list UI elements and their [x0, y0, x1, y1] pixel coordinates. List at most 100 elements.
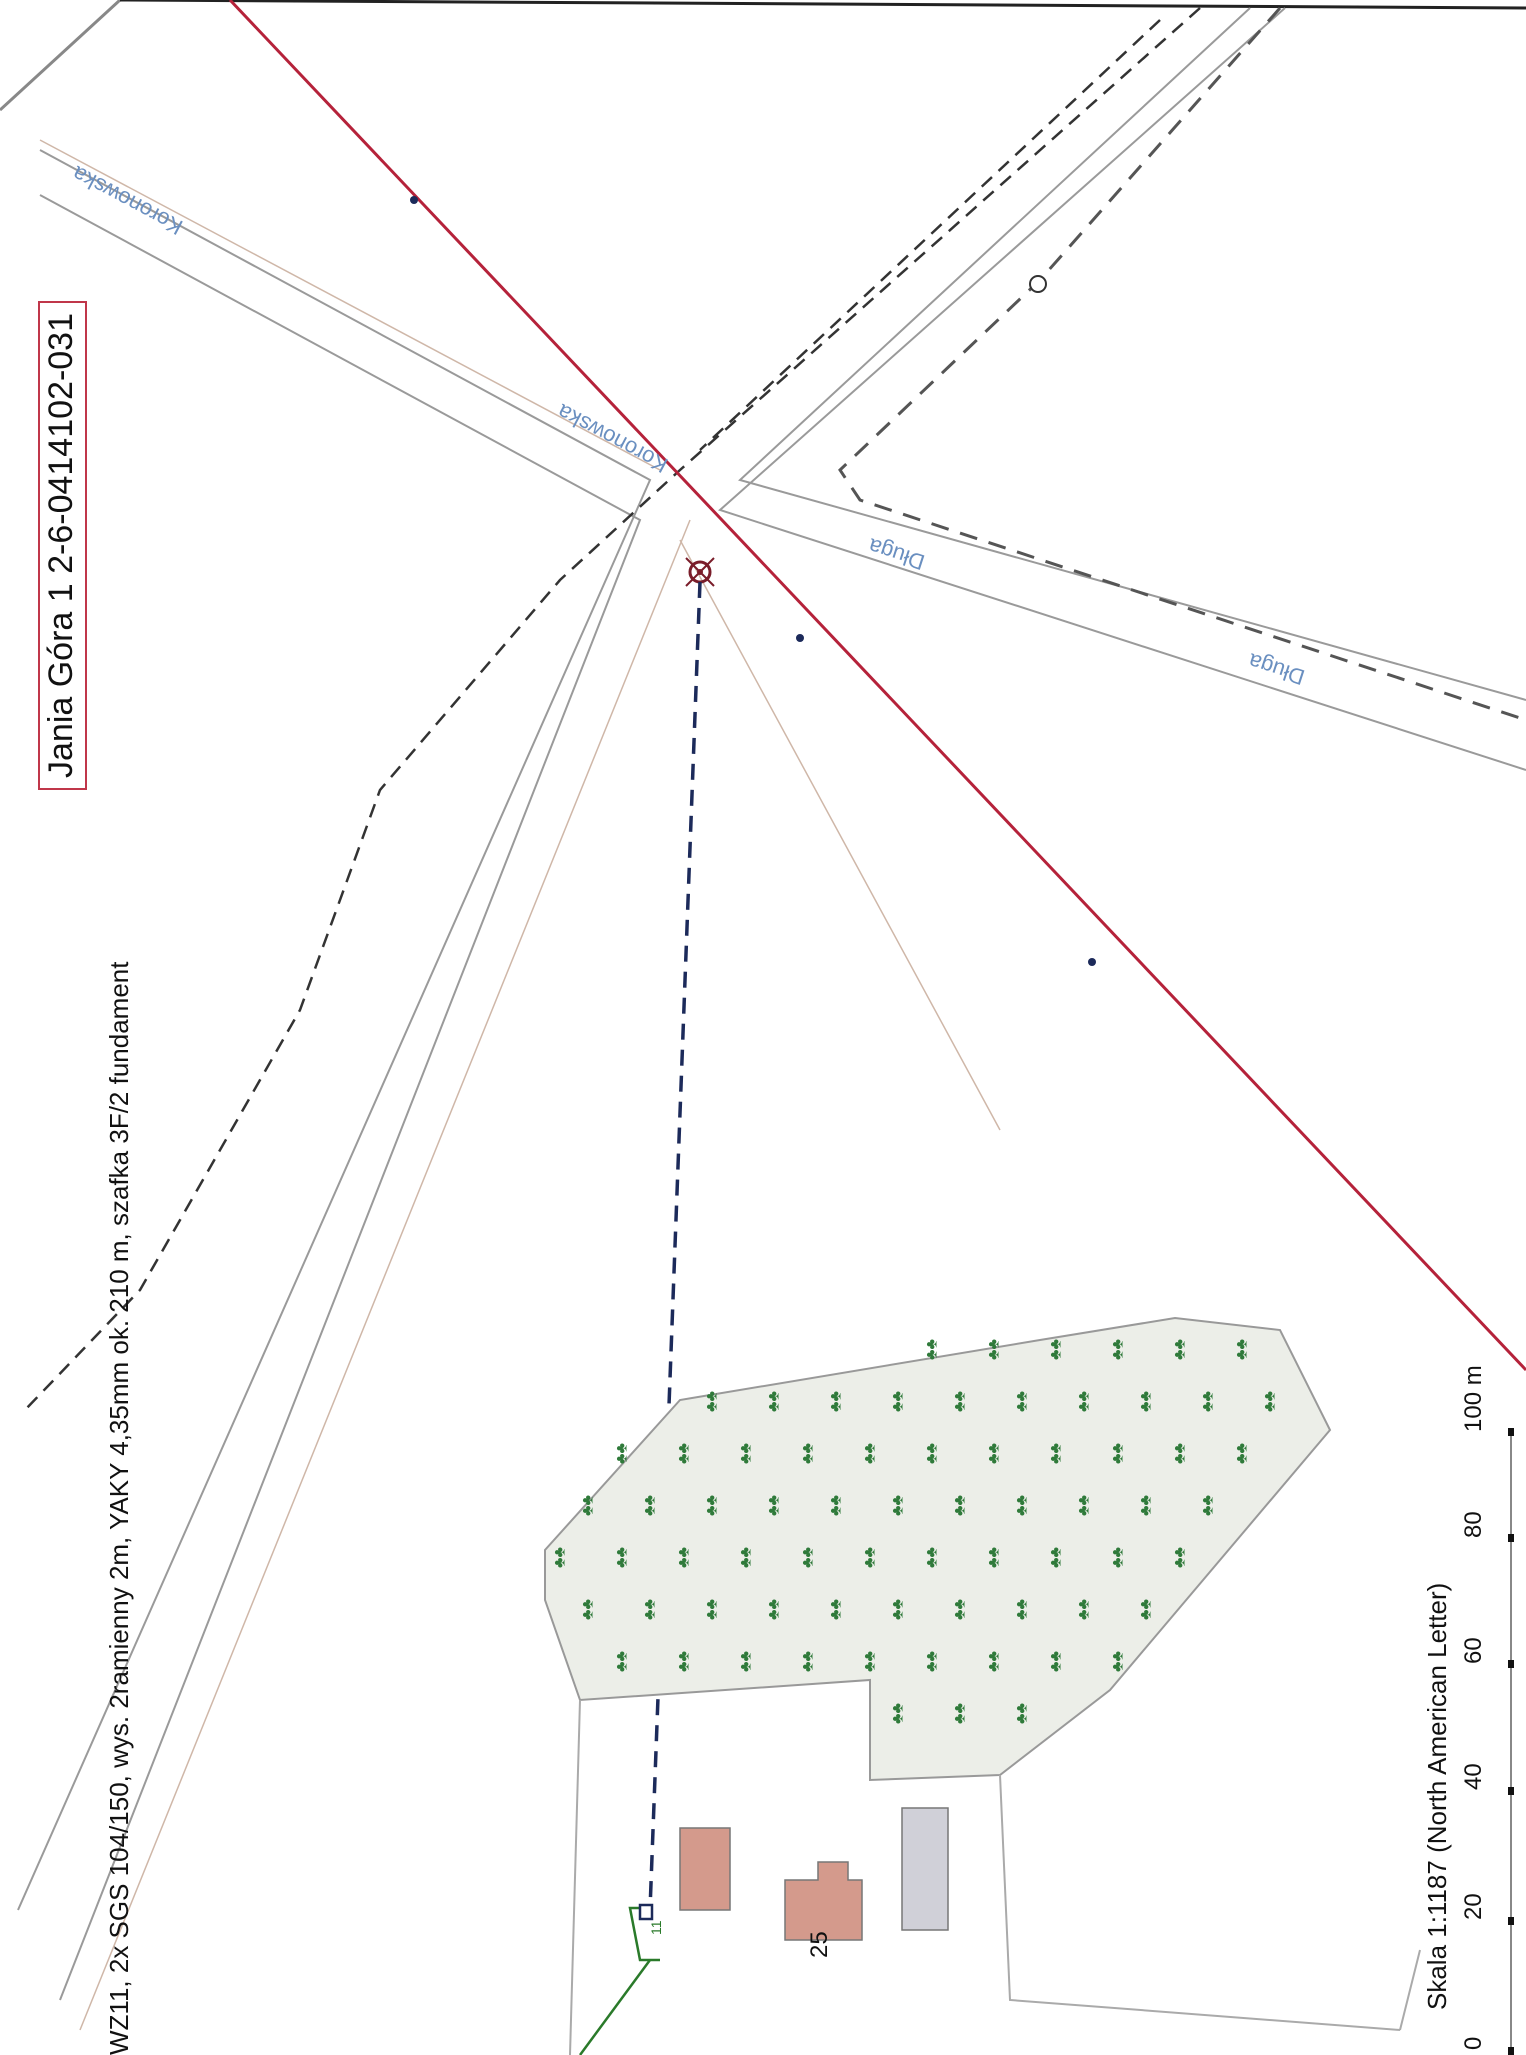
tree-icon: ♣♣ [675, 1651, 692, 1673]
tree-icon: ♣♣ [923, 1547, 940, 1569]
tree-icon: ♣♣ [1013, 1391, 1030, 1413]
tree-icon: ♣♣ [703, 1391, 720, 1413]
planned-cable [648, 581, 702, 1911]
building-shed [901, 1807, 949, 1931]
tree-icon: ♣♣ [889, 1391, 906, 1413]
tree-icon: ♣♣ [799, 1547, 816, 1569]
tree-icon: ♣♣ [1109, 1339, 1126, 1361]
tree-icon: ♣♣ [703, 1599, 720, 1621]
tree-icon: ♣♣ [889, 1495, 906, 1517]
tree-icon: ♣♣ [1013, 1495, 1030, 1517]
parcel-boundary [569, 1699, 1421, 2055]
tree-icon: ♣♣ [889, 1599, 906, 1621]
title-label: Jania Góra 1 2-6-0414102-031 [38, 301, 87, 790]
node-label: 11 [648, 1920, 664, 1935]
tree-icon: ♣♣ [985, 1339, 1002, 1361]
tree-icon: ♣♣ [1109, 1547, 1126, 1569]
tree-icon: ♣♣ [827, 1495, 844, 1517]
tree-icon: ♣♣ [1047, 1547, 1064, 1569]
tree-icon: ♣♣ [951, 1599, 968, 1621]
tree-icon: ♣♣ [923, 1443, 940, 1465]
tree-icon: ♣♣ [985, 1443, 1002, 1465]
scale-tick-100: 100 m [1460, 1365, 1487, 1432]
scale-tick-80: 80 [1460, 1511, 1487, 1538]
building-25 [784, 1861, 863, 1941]
tree-icon: ♣♣ [827, 1599, 844, 1621]
tree-icon: ♣♣ [1109, 1651, 1126, 1673]
power-line [228, 0, 1526, 1372]
building-number: 25 [806, 1931, 833, 1958]
tree-icon: ♣♣ [1199, 1391, 1216, 1413]
tree-icon: ♣♣ [675, 1443, 692, 1465]
road-koronowska [17, 139, 691, 2031]
tree-icon: ♣♣ [1137, 1599, 1154, 1621]
tree-icon: ♣♣ [1075, 1599, 1092, 1621]
tree-icon: ♣♣ [641, 1599, 658, 1621]
tree-icon: ♣♣ [613, 1443, 630, 1465]
scale-label: Skala 1:1187 (North American Letter) [1422, 1582, 1452, 2010]
tree-icon: ♣♣ [861, 1443, 878, 1465]
tree-icon: ♣♣ [951, 1703, 968, 1725]
tree-icon: ♣♣ [1075, 1391, 1092, 1413]
tree-icon: ♣♣ [923, 1339, 940, 1361]
tree-icon: ♣♣ [1171, 1547, 1188, 1569]
tree-icon: ♣♣ [737, 1547, 754, 1569]
tree-icon: ♣♣ [613, 1547, 630, 1569]
tree-icon: ♣♣ [1261, 1391, 1278, 1413]
tree-icon: ♣♣ [985, 1547, 1002, 1569]
tree-icon: ♣♣ [985, 1651, 1002, 1673]
tree-icon: ♣♣ [1233, 1443, 1250, 1465]
scale-bar [1508, 1428, 1514, 2055]
tree-icon: ♣♣ [641, 1495, 658, 1517]
tree-icon: ♣♣ [1013, 1599, 1030, 1621]
tree-icon: ♣♣ [1137, 1391, 1154, 1413]
tree-icon: ♣♣ [1199, 1495, 1216, 1517]
dashed-line-north [24, 7, 1201, 1411]
tree-icon: ♣♣ [923, 1651, 940, 1673]
tree-icon: ♣♣ [765, 1599, 782, 1621]
tree-icon: ♣♣ [675, 1547, 692, 1569]
tree-icon: ♣♣ [889, 1703, 906, 1725]
tree-icon: ♣♣ [579, 1599, 596, 1621]
road-dluga [679, 7, 1526, 1131]
pole-symbol [685, 557, 715, 587]
tree-icon: ♣♣ [799, 1651, 816, 1673]
tree-icon: ♣♣ [703, 1495, 720, 1517]
tree-icon: ♣♣ [799, 1443, 816, 1465]
tree-icon: ♣♣ [1013, 1703, 1030, 1725]
tree-icon: ♣♣ [579, 1495, 596, 1517]
tree-icon: ♣♣ [737, 1651, 754, 1673]
tree-icon: ♣♣ [951, 1391, 968, 1413]
description-label: WZ11, 2x SGS 104/150, wys. 2ramienny 2m,… [104, 961, 134, 2055]
tree-icon: ♣♣ [1171, 1443, 1188, 1465]
tree-icon: ♣♣ [765, 1495, 782, 1517]
tree-icon: ♣♣ [1075, 1495, 1092, 1517]
building-house [679, 1827, 731, 1911]
valve-marker [1029, 275, 1047, 293]
scale-tick-mark [1508, 1428, 1514, 1436]
scale-tick-60: 60 [1460, 1637, 1487, 1664]
scale-tick-20: 20 [1460, 1893, 1487, 1920]
dashed-line-east [838, 7, 1526, 722]
forest-area: ♣♣ ♣♣ ♣♣ ♣♣ ♣♣ ♣♣ ♣♣ ♣♣ ♣♣ ♣♣ ♣♣ ♣♣ ♣♣ ♣♣ ♣♣ ♣♣ ♣♣ ♣♣ ♣♣ ♣♣… [544, 1316, 1332, 1782]
page-edge [0, 0, 122, 112]
tree-icon: ♣♣ [613, 1651, 630, 1673]
tree-icon: ♣♣ [951, 1495, 968, 1517]
tree-icon: ♣♣ [861, 1547, 878, 1569]
tree-icon: ♣♣ [737, 1443, 754, 1465]
scale-tick-40: 40 [1460, 1763, 1487, 1790]
existing-link [578, 1903, 660, 2055]
tree-icon: ♣♣ [1109, 1443, 1126, 1465]
tree-icon: ♣♣ [1233, 1339, 1250, 1361]
tree-icon: ♣♣ [765, 1391, 782, 1413]
tree-icon: ♣♣ [551, 1547, 568, 1569]
tree-icon: ♣♣ [861, 1651, 878, 1673]
tree-icon: ♣♣ [1047, 1339, 1064, 1361]
tree-icon: ♣♣ [1137, 1495, 1154, 1517]
tree-icon: ♣♣ [1047, 1443, 1064, 1465]
page-edge-top [119, 0, 1526, 10]
scale-tick-0: 0 [1460, 2036, 1487, 2050]
tree-icon: ♣♣ [1047, 1651, 1064, 1673]
tree-icon: ♣♣ [827, 1391, 844, 1413]
